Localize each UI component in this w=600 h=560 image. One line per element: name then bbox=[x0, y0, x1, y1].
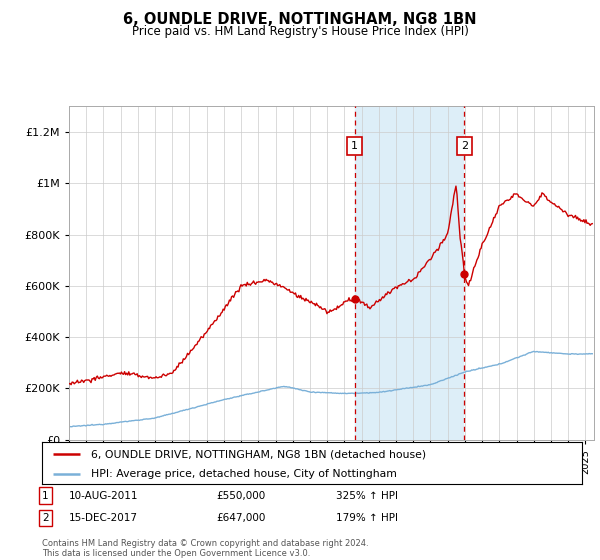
Text: 6, OUNDLE DRIVE, NOTTINGHAM, NG8 1BN: 6, OUNDLE DRIVE, NOTTINGHAM, NG8 1BN bbox=[123, 12, 477, 27]
Text: 6, OUNDLE DRIVE, NOTTINGHAM, NG8 1BN (detached house): 6, OUNDLE DRIVE, NOTTINGHAM, NG8 1BN (de… bbox=[91, 449, 426, 459]
Text: 1: 1 bbox=[351, 141, 358, 151]
Text: 15-DEC-2017: 15-DEC-2017 bbox=[69, 513, 138, 523]
Text: 2: 2 bbox=[461, 141, 468, 151]
Text: 1: 1 bbox=[42, 491, 49, 501]
Text: Price paid vs. HM Land Registry's House Price Index (HPI): Price paid vs. HM Land Registry's House … bbox=[131, 25, 469, 38]
Text: £647,000: £647,000 bbox=[216, 513, 265, 523]
Text: HPI: Average price, detached house, City of Nottingham: HPI: Average price, detached house, City… bbox=[91, 469, 397, 479]
Text: 2: 2 bbox=[42, 513, 49, 523]
Text: 10-AUG-2011: 10-AUG-2011 bbox=[69, 491, 139, 501]
Text: Contains HM Land Registry data © Crown copyright and database right 2024.
This d: Contains HM Land Registry data © Crown c… bbox=[42, 539, 368, 558]
Text: £550,000: £550,000 bbox=[216, 491, 265, 501]
Text: 325% ↑ HPI: 325% ↑ HPI bbox=[336, 491, 398, 501]
Text: 179% ↑ HPI: 179% ↑ HPI bbox=[336, 513, 398, 523]
